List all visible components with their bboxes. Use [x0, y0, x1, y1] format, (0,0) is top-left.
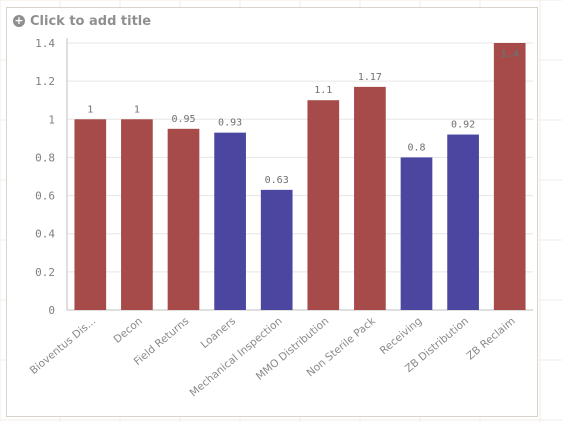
y-tick-label: 0.2	[35, 266, 55, 279]
bar[interactable]	[74, 119, 107, 311]
data-label: 1.4	[501, 49, 519, 60]
y-tick-label: 0.4	[35, 228, 55, 241]
bar[interactable]	[493, 43, 526, 310]
data-label: 0.93	[218, 118, 242, 129]
x-category-label: Mechanical Inspection	[188, 315, 285, 399]
y-tick-label: 0	[48, 304, 55, 317]
data-label: 0.95	[171, 114, 195, 125]
x-category-label: Loaners	[199, 315, 238, 351]
data-label: 1.1	[314, 85, 332, 96]
bar[interactable]	[260, 189, 293, 310]
bar[interactable]	[354, 86, 386, 310]
y-tick-label: 1.4	[35, 37, 55, 50]
chart-panel[interactable]: + Click to add title 0 0.2 0.4 0.6 0.8 1 1.2 1.…	[6, 7, 538, 417]
y-tick-label: 1.2	[35, 75, 55, 88]
bar[interactable]	[167, 128, 200, 310]
y-tick-label: 0.8	[35, 151, 55, 164]
bar[interactable]	[447, 134, 479, 310]
x-category-label: Bioventus Dis...	[28, 315, 98, 377]
x-category-label: Decon	[112, 315, 145, 346]
y-tick-label: 1	[48, 113, 55, 126]
bar[interactable]	[121, 119, 153, 311]
bar[interactable]	[307, 100, 340, 310]
data-label: 1	[134, 104, 140, 115]
y-tick-label: 0.6	[35, 190, 55, 203]
x-category-label: Receiving	[378, 315, 425, 357]
bars	[74, 43, 526, 311]
bar[interactable]	[214, 132, 246, 310]
x-category-label: ZB Reclaim	[464, 315, 517, 362]
bar-chart: 0 0.2 0.4 0.6 0.8 1 1.2 1.4 1 Bioventus Dis... 1 De…	[28, 37, 533, 399]
data-label: 0.92	[451, 120, 475, 131]
title-row[interactable]: + Click to add title	[13, 12, 151, 30]
data-label: 1	[87, 104, 93, 115]
plus-circle-icon[interactable]: +	[13, 14, 25, 27]
data-label: 0.8	[407, 142, 425, 153]
data-label: 1.17	[358, 72, 382, 83]
bar[interactable]	[400, 157, 433, 310]
data-label: 0.63	[265, 175, 289, 186]
chart-title-placeholder[interactable]: Click to add title	[30, 13, 152, 29]
